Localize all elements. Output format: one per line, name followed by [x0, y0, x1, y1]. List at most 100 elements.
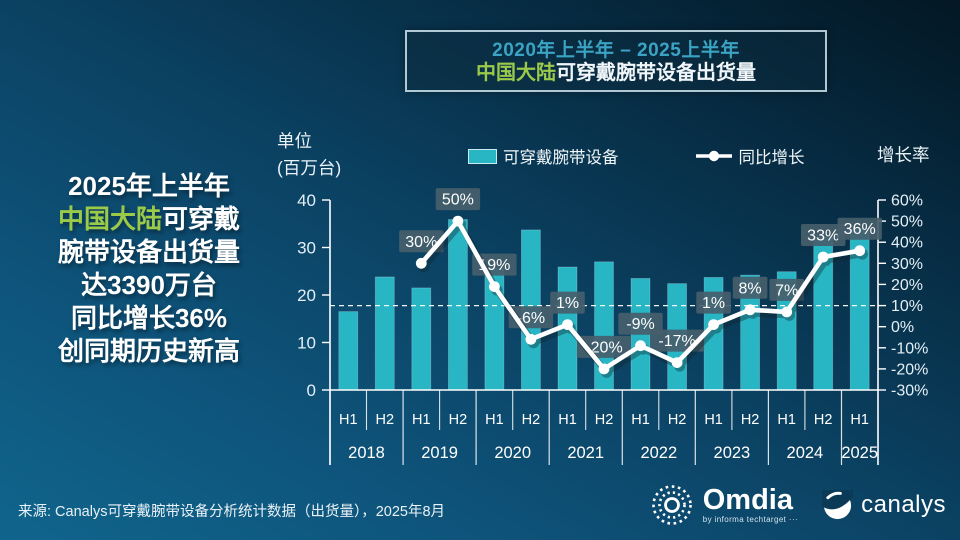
svg-text:-20%: -20%: [585, 339, 622, 356]
chart-title-subject: 中国大陆可穿戴腕带设备出货量: [407, 62, 825, 85]
x-label-2022-H1: H1: [631, 412, 650, 428]
growth-marker: [744, 304, 756, 316]
svg-text:-9%: -9%: [626, 316, 654, 333]
legend: 可穿戴腕带设备 同比增长: [468, 144, 805, 168]
left-axis-title-line-2: (百万台): [277, 158, 342, 178]
left-tick-10: 10: [297, 334, 316, 353]
legend-item-growth: 同比增长: [695, 144, 805, 168]
right-tick-60: 60%: [891, 193, 923, 210]
svg-text:1%: 1%: [556, 295, 579, 312]
chart-title-subject-rest: 可穿戴腕带设备出货量: [556, 62, 756, 84]
x-label-2019-H1: H1: [412, 412, 431, 428]
x-label-2020-H2: H2: [522, 412, 541, 428]
growth-marker: [415, 257, 427, 269]
x-label-2024-H1: H1: [777, 412, 796, 428]
key-message-line-3: 腕带设备出货量: [57, 237, 240, 267]
bar-2019 H2: [447, 219, 468, 391]
left-tick-30: 30: [297, 239, 316, 258]
brand-logos: Omdia by informa techtarget ··· canalys: [650, 483, 946, 527]
omdia-wordmark: Omdia: [702, 483, 793, 516]
x-label-2022-H2: H2: [668, 412, 687, 428]
growth-marker: [489, 281, 500, 292]
bar-2018 H1: [338, 311, 359, 391]
bar-swatch-icon: [468, 148, 497, 164]
right-tick--10: -10%: [891, 340, 928, 357]
growth-marker: [598, 363, 610, 375]
year-label-2022: 2022: [640, 444, 677, 462]
x-label-2021-H1: H1: [558, 412, 577, 428]
year-label-2023: 2023: [714, 444, 751, 462]
x-label-2025-H1: H1: [850, 412, 869, 428]
growth-label-2019 H2: 50%: [435, 188, 481, 211]
x-label-2023-H1: H1: [704, 412, 723, 428]
growth-label-2022 H1: -9%: [618, 312, 663, 335]
omdia-text: Omdia by informa techtarget ···: [702, 483, 799, 524]
x-label-2023-H2: H2: [741, 412, 760, 428]
x-label-2020-H1: H1: [485, 412, 504, 428]
right-tick--20: -20%: [891, 361, 928, 378]
chart-title-period: 2020年上半年 – 2025上半年: [492, 40, 740, 61]
x-label-2024-H2: H2: [814, 412, 833, 428]
left-tick-40: 40: [297, 191, 316, 210]
right-tick-20: 20%: [891, 277, 923, 294]
year-label-2021: 2021: [567, 444, 604, 462]
year-label-2025: 2025: [841, 444, 878, 462]
x-label-2018-H1: H1: [339, 412, 358, 428]
canalys-icon: [822, 489, 854, 519]
bar-2019 H1: [411, 287, 432, 391]
svg-text:-6%: -6%: [517, 310, 545, 327]
growth-marker: [671, 357, 683, 368]
growth-label-2021 H1: 1%: [550, 291, 585, 314]
left-axis-title: 单位 (百万台): [277, 128, 341, 182]
key-message-line-1: 2025年上半年: [68, 171, 230, 201]
svg-text:-17%: -17%: [658, 333, 695, 350]
line-marker-icon: [695, 150, 732, 162]
key-message-line-5: 同比增长36%: [70, 303, 228, 333]
left-tick-20: 20: [297, 286, 316, 305]
key-message: 2025年上半年 中国大陆可穿戴 腕带设备出货量 达3390万台 同比增长36%…: [29, 170, 269, 368]
omdia-icon: [651, 485, 692, 525]
right-axis-title: 增长率: [877, 145, 930, 165]
year-label-2024: 2024: [787, 444, 824, 462]
omdia-logo: Omdia by informa techtarget ···: [650, 483, 798, 527]
right-tick-10: 10%: [891, 298, 923, 315]
growth-marker: [781, 306, 793, 318]
key-message-line-2: 中国大陆可穿戴: [29, 203, 269, 236]
growth-marker: [817, 251, 829, 263]
key-message-line-4: 达3390万台: [81, 270, 217, 300]
x-label-2019-H2: H2: [449, 412, 468, 428]
key-message-line-2-rest: 可穿戴: [162, 204, 241, 234]
x-label-2018-H2: H2: [376, 412, 395, 428]
canalys-logo: canalys: [822, 489, 946, 521]
left-tick-0: 0: [307, 381, 316, 400]
legend-growth-label: 同比增长: [738, 149, 805, 167]
growth-marker: [854, 245, 866, 257]
growth-marker: [708, 319, 719, 330]
svg-text:30%: 30%: [405, 234, 437, 251]
chart-title-box: 2020年上半年 – 2025上半年 中国大陆可穿戴腕带设备出货量: [405, 30, 827, 92]
growth-marker: [562, 319, 573, 330]
right-tick--30: -30%: [891, 383, 928, 400]
growth-label-2023 H1: 1%: [696, 291, 731, 314]
growth-marker: [452, 215, 464, 227]
growth-label-2019 H1: 30%: [399, 230, 444, 253]
bar-2018 H2: [374, 276, 395, 391]
svg-text:50%: 50%: [442, 192, 474, 209]
year-label-2019: 2019: [421, 444, 458, 462]
svg-text:1%: 1%: [702, 295, 725, 312]
growth-label-2023 H2: 8%: [732, 276, 768, 299]
key-message-line-6: 创同期历史新高: [57, 336, 240, 366]
legend-item-shipments: 可穿戴腕带设备: [468, 144, 619, 168]
growth-marker: [525, 333, 537, 345]
svg-text:7%: 7%: [775, 282, 798, 299]
omdia-tagline: by informa techtarget ···: [702, 514, 799, 524]
growth-label-2024 H2: 33%: [801, 224, 846, 246]
year-label-2018: 2018: [348, 444, 385, 462]
year-label-2020: 2020: [494, 444, 531, 462]
right-tick-40: 40%: [891, 235, 923, 252]
x-label-2021-H2: H2: [595, 412, 614, 428]
growth-marker: [635, 340, 646, 352]
right-tick-0: 0%: [891, 319, 914, 336]
